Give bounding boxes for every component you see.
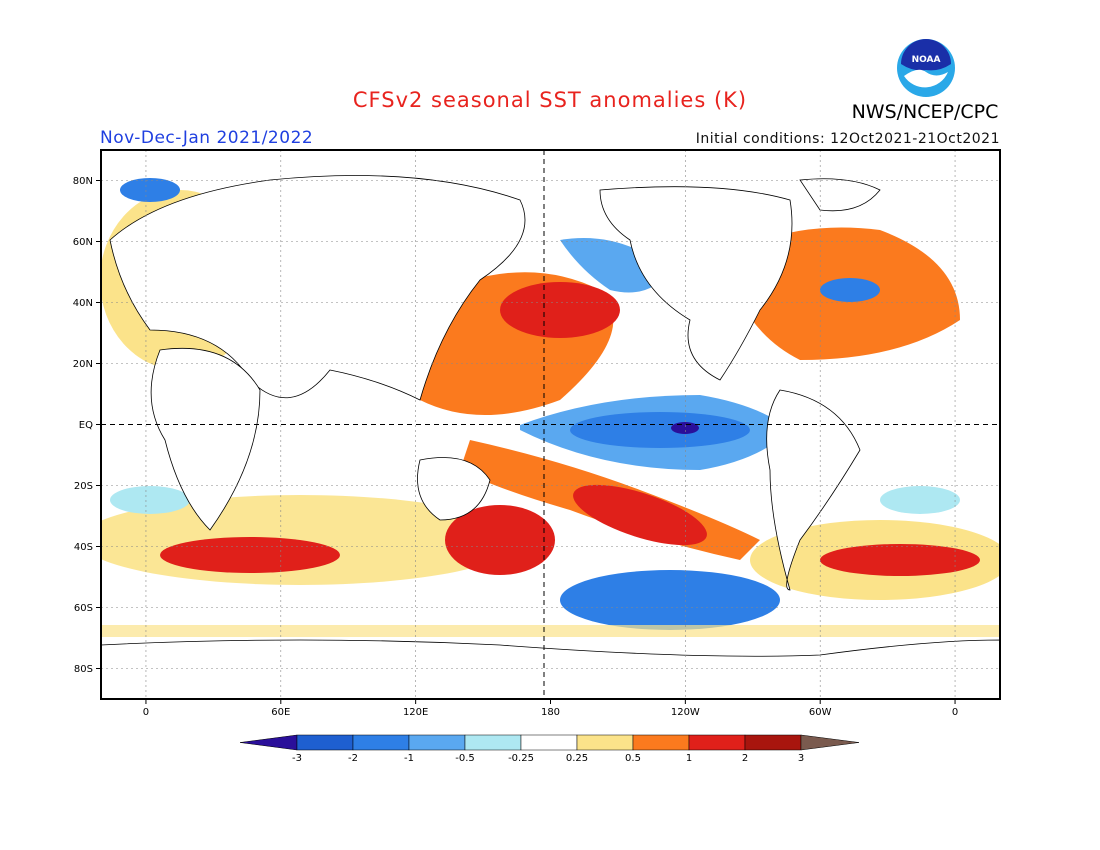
colorbar-swatch	[520, 734, 578, 751]
colorbar-swatch	[464, 734, 522, 751]
lon-label: 60W	[809, 707, 832, 718]
colorbar-label: -1	[404, 753, 414, 764]
australia-outline	[417, 457, 491, 521]
lat-label: 60S	[74, 603, 93, 614]
colorbar-label: 0.25	[566, 753, 588, 764]
lon-label: 0	[952, 707, 958, 718]
lat-label: 40S	[74, 542, 93, 553]
antarctica-outline	[100, 639, 1001, 700]
anomaly-tasman-warm	[445, 505, 555, 575]
continent-outlines	[100, 175, 1001, 700]
agency-label: NWS/NCEP/CPC	[851, 101, 999, 123]
initial-conditions: Initial conditions: 12Oct2021-21Oct2021	[695, 131, 1000, 147]
colorbar-swatch	[744, 734, 802, 751]
colorbar-swatch	[632, 734, 690, 751]
lon-label: 180	[541, 707, 560, 718]
north-america-outline	[599, 186, 793, 381]
colorbar-swatch	[688, 734, 746, 751]
colorbar-label: -0.5	[455, 753, 475, 764]
lat-label: 20S	[74, 481, 93, 492]
eurasia-outline	[109, 175, 526, 401]
colorbar-label: -2	[348, 753, 358, 764]
lon-label: 120E	[403, 707, 428, 718]
colorbar-label: 3	[798, 753, 804, 764]
colorbar-label: 1	[686, 753, 692, 764]
lat-label: 60N	[73, 237, 93, 248]
south-america-outline	[766, 389, 861, 591]
lon-label: 120W	[671, 707, 700, 718]
lat-label: 40N	[73, 298, 93, 309]
lat-label: 80N	[73, 176, 93, 187]
lat-label: 20N	[73, 359, 93, 370]
colorbar-swatch	[296, 734, 354, 751]
colorbar-left-arrow	[239, 734, 298, 751]
colorbar-label: 2	[742, 753, 748, 764]
colorbar-swatch	[576, 734, 634, 751]
lat-labels: 80N 60N 40N 20N EQ 20S 40S 60S 80S	[73, 176, 101, 675]
anomaly-northeast-pacific-cool	[560, 238, 670, 293]
map-title: CFSv2 seasonal SST anomalies (K)	[352, 88, 748, 112]
colorbar: -3 -2 -1 -0.5 -0.25 0.25 0.5 1 2 3	[239, 734, 860, 764]
lon-labels: 0 60E 120E 180 120W 60W 0	[143, 699, 958, 718]
noaa-logo: NOAA	[897, 39, 955, 97]
africa-outline	[150, 347, 261, 531]
colorbar-right-arrow	[800, 734, 860, 751]
lon-label: 60E	[271, 707, 290, 718]
anomaly-north-pacific-strong	[500, 282, 620, 338]
colorbar-label: -3	[292, 753, 302, 764]
colorbar-swatch	[352, 734, 410, 751]
logo-text: NOAA	[912, 55, 941, 65]
colorbar-label: -0.25	[508, 753, 534, 764]
lat-label: 80S	[74, 664, 93, 675]
colorbar-swatch	[408, 734, 466, 751]
lon-label: 0	[143, 707, 149, 718]
anomaly-southern-ocean-cold	[560, 570, 780, 630]
colorbar-label: 0.5	[625, 753, 641, 764]
grid-lines	[101, 150, 1000, 699]
forecast-period: Nov-Dec-Jan 2021/2022	[100, 128, 314, 148]
lat-label: EQ	[79, 420, 93, 431]
